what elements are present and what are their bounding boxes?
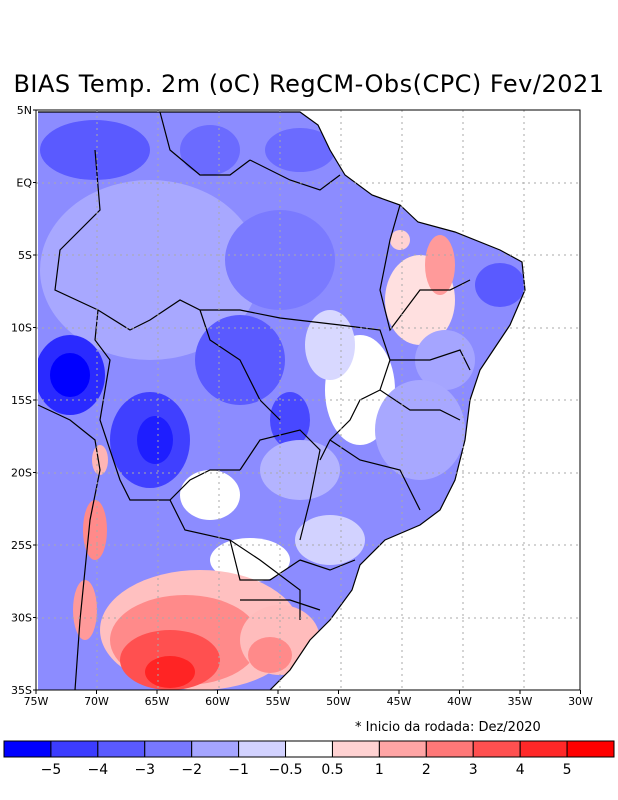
colorbar-label: −5 (41, 762, 62, 778)
lat-tick-label: 30S (11, 612, 32, 625)
colorbar: −5 −4 −3 −2 −1 −0.5 0.5 1 2 3 4 5 (3, 740, 615, 778)
lat-ticks: 5N EQ 5S 10S 15S 20S 25S 30S 35S (11, 104, 36, 697)
lat-tick-label: 25S (11, 539, 32, 552)
colorbar-swatch (285, 740, 333, 758)
colorbar-label: 0.5 (321, 762, 343, 778)
plot-area (36, 110, 580, 690)
colorbar-label: 2 (422, 762, 431, 778)
run-start-note: * Inicio da rodada: Dez/2020 (355, 720, 541, 735)
colorbar-label: 1 (375, 762, 384, 778)
lon-tick-label: 60W (205, 695, 230, 708)
colorbar-swatch (472, 740, 521, 758)
lat-tick-label: 10S (11, 322, 32, 335)
colorbar-swatch (425, 740, 474, 758)
colorbar-label: −2 (181, 762, 202, 778)
colorbar-swatch (97, 740, 146, 758)
colorbar-label: 4 (516, 762, 525, 778)
lat-tick-label: EQ (16, 177, 32, 190)
colorbar-swatch (566, 740, 615, 758)
colorbar-label: 3 (469, 762, 478, 778)
colorbar-swatch (378, 740, 427, 758)
gridlines (36, 110, 580, 690)
colorbar-label: −1 (228, 762, 249, 778)
colorbar-label: −4 (88, 762, 109, 778)
colorbar-swatch (238, 740, 287, 758)
lon-tick-label: 70W (84, 695, 109, 708)
lon-tick-label: 55W (266, 695, 291, 708)
lon-tick-label: 30W (568, 695, 593, 708)
lon-tick-label: 40W (447, 695, 472, 708)
lat-tick-label: 5S (18, 249, 32, 262)
lat-tick-label: 15S (11, 394, 32, 407)
lon-tick-label: 75W (24, 695, 49, 708)
colorbar-swatch (331, 740, 380, 758)
colorbar-swatch (191, 740, 240, 758)
colorbar-swatch (519, 740, 568, 758)
colorbar-label: 5 (563, 762, 572, 778)
colorbar-swatch (144, 740, 193, 758)
lon-ticks: 75W 70W 65W 60W 55W 50W 45W 40W 35W 30W (24, 690, 593, 708)
lon-tick-label: 45W (387, 695, 412, 708)
lon-tick-label: 50W (326, 695, 351, 708)
lat-tick-label: 5N (17, 104, 32, 117)
country-borders (37, 111, 526, 690)
colorbar-label: −0.5 (269, 762, 303, 778)
colorbar-swatch (3, 740, 52, 758)
lon-tick-label: 65W (145, 695, 170, 708)
lat-tick-label: 35S (11, 684, 32, 697)
lat-tick-label: 20S (11, 467, 32, 480)
colorbar-label: −3 (134, 762, 155, 778)
map-title: BIAS Temp. 2m (oC) RegCM-Obs(CPC) Fev/20… (13, 70, 605, 98)
lon-tick-label: 35W (508, 695, 533, 708)
colorbar-swatch (50, 740, 99, 758)
